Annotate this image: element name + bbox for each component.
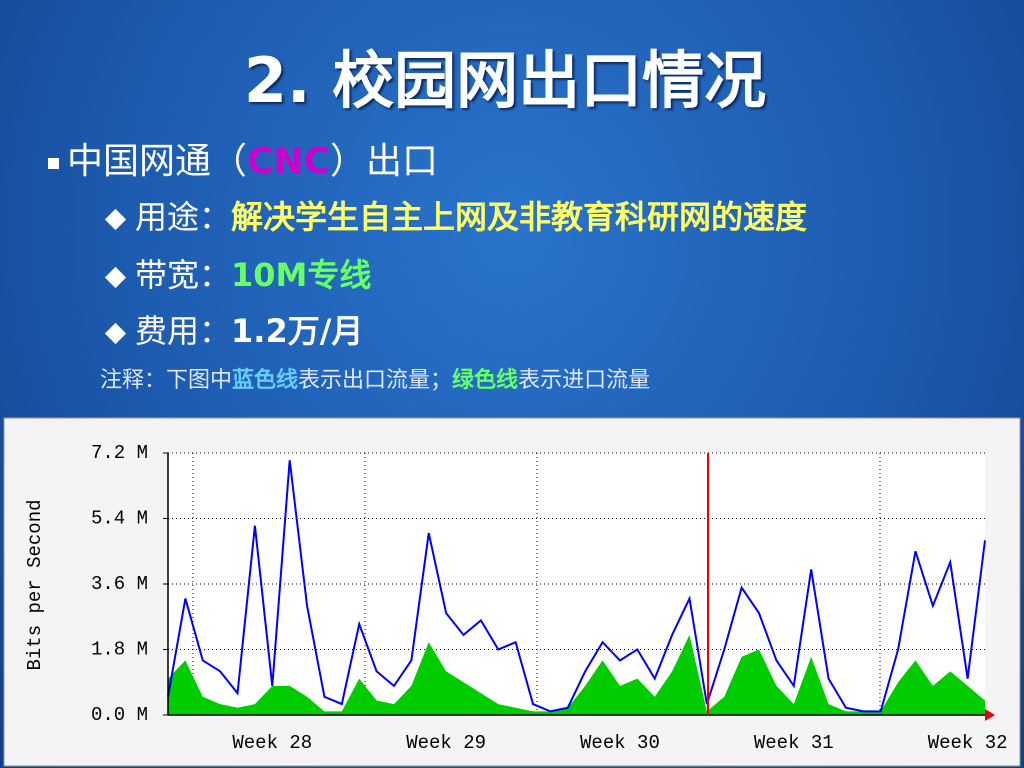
note-text: 绿色线	[452, 368, 519, 393]
note-text: 表示进口流量	[518, 368, 651, 393]
y-tick-label: 3.6 M	[91, 573, 148, 595]
note-text: 表示出口流量；	[298, 368, 453, 393]
note-text: 注释：下图中	[100, 368, 233, 393]
slide-title: 2. 校园网出口情况	[243, 44, 767, 117]
item: 带宽：10M专线	[104, 250, 371, 296]
item-text: 解决学生自主上网及非教育科研网的速度	[231, 198, 808, 236]
y-tick-label: 5.4 M	[91, 508, 148, 530]
note: 注释：下图中蓝色线表示出口流量；绿色线表示进口流量	[100, 362, 650, 394]
item-text: 1.2万/月	[231, 312, 364, 350]
note-text: 蓝色线	[232, 368, 299, 393]
x-tick-label: Week 31	[754, 732, 834, 754]
bullet: 中国网通（CNC）出口	[48, 132, 438, 184]
item-label: 费用：	[135, 312, 232, 350]
bullet-highlight: CNC	[247, 141, 330, 182]
x-tick-label: Week 30	[580, 732, 660, 754]
bullet-text: ）出口	[329, 141, 438, 182]
x-tick-label: Week 32	[928, 732, 1008, 754]
x-tick-label: Week 29	[406, 732, 486, 754]
y-tick-label: 7.2 M	[91, 442, 148, 464]
item: 用途：解决学生自主上网及非教育科研网的速度	[104, 192, 807, 238]
axis-arrow	[985, 709, 995, 721]
item-label: 用途：	[135, 198, 232, 236]
y-axis-label: Bits per Second	[24, 499, 46, 670]
bullet-icon	[48, 157, 59, 169]
item-text: 10M专线	[231, 256, 372, 294]
y-tick-label: 1.8 M	[91, 639, 148, 661]
item-label: 带宽：	[135, 256, 232, 294]
bullet-text: 中国网通（	[67, 141, 248, 182]
y-tick-label: 0.0 M	[91, 704, 148, 726]
area	[168, 634, 985, 715]
x-tick-label: Week 28	[232, 732, 312, 754]
line	[167, 460, 986, 713]
item: 费用：1.2万/月	[104, 306, 363, 352]
